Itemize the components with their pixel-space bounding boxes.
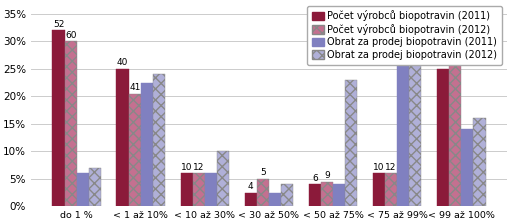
Legend: Počet výrobců biopotravin (2011), Počet výrobců biopotravin (2012), Obrat za pro: Počet výrobců biopotravin (2011), Počet … xyxy=(306,6,501,65)
Text: 4: 4 xyxy=(247,182,253,191)
Bar xyxy=(397,58,409,206)
Text: 40: 40 xyxy=(436,58,448,67)
Text: 12: 12 xyxy=(193,163,204,172)
Text: 10: 10 xyxy=(373,163,384,172)
Text: 12: 12 xyxy=(385,163,396,172)
Bar xyxy=(345,80,357,206)
Text: 60: 60 xyxy=(65,31,76,40)
Bar xyxy=(65,41,77,206)
Bar xyxy=(448,55,460,206)
Bar xyxy=(308,184,320,206)
Bar xyxy=(52,30,65,206)
Bar xyxy=(244,193,257,206)
Text: 41: 41 xyxy=(129,83,140,92)
Bar xyxy=(140,83,153,206)
Bar xyxy=(205,173,217,206)
Bar xyxy=(280,184,293,206)
Bar xyxy=(436,69,448,206)
Bar xyxy=(372,173,384,206)
Text: 55: 55 xyxy=(448,44,460,53)
Bar xyxy=(180,173,192,206)
Bar xyxy=(192,173,205,206)
Bar xyxy=(257,179,268,206)
Text: 9: 9 xyxy=(324,171,329,180)
Bar xyxy=(320,182,332,206)
Bar xyxy=(409,58,420,206)
Text: 40: 40 xyxy=(117,58,128,67)
Bar xyxy=(384,173,397,206)
Bar xyxy=(472,118,485,206)
Text: 10: 10 xyxy=(181,163,192,172)
Bar xyxy=(332,184,345,206)
Text: 5: 5 xyxy=(260,168,265,177)
Bar xyxy=(116,69,128,206)
Bar xyxy=(268,193,280,206)
Bar xyxy=(89,168,101,206)
Bar xyxy=(153,74,165,206)
Bar xyxy=(128,94,140,206)
Text: 6: 6 xyxy=(312,174,317,183)
Text: 52: 52 xyxy=(53,20,64,29)
Bar xyxy=(77,173,89,206)
Bar xyxy=(460,129,472,206)
Bar xyxy=(217,151,229,206)
